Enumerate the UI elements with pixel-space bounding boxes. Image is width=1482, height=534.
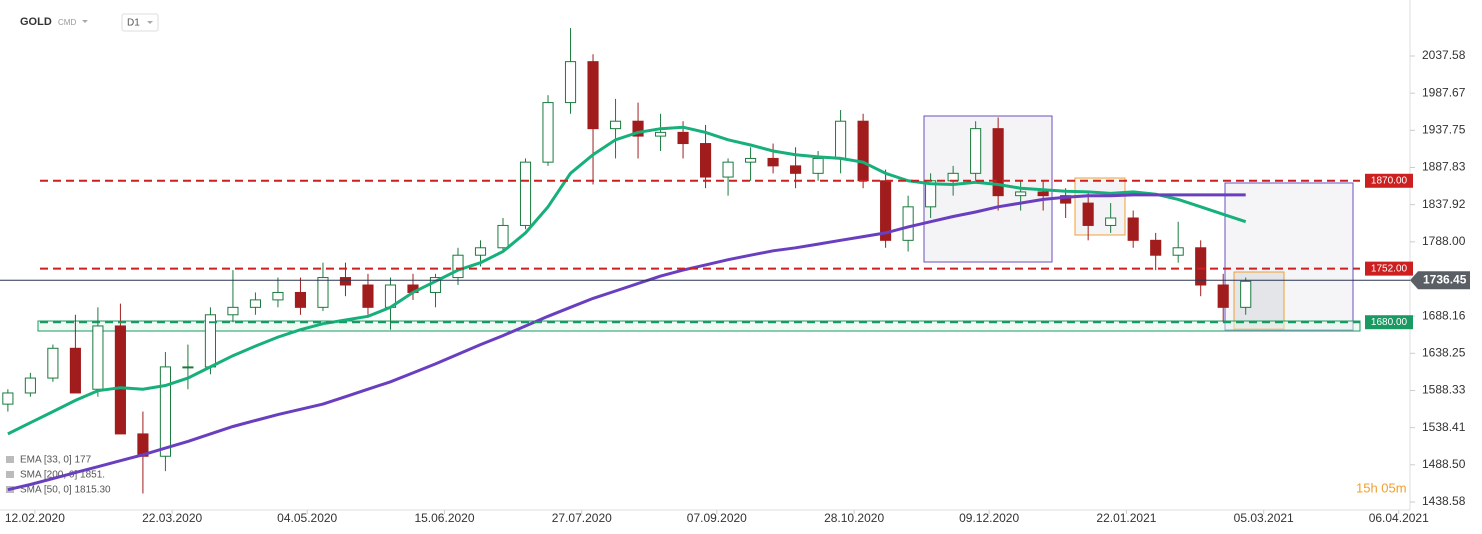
zone-box [37,320,1361,332]
ma-line [7,125,1247,436]
candle-body [2,392,14,405]
y-tick-label: 1488.50 [1422,457,1466,471]
candle-body [835,120,847,159]
candle-body [632,120,644,137]
candle-body [745,157,757,163]
x-tick-label: 09.12.2020 [959,511,1019,525]
x-tick-label: 04.05.2020 [277,511,337,525]
x-tick-label: 28.10.2020 [824,511,884,525]
candle-body [1172,247,1184,256]
candle-body [767,157,779,167]
y-tick-label: 1837.92 [1422,197,1466,211]
candle-body [1082,202,1094,226]
interval-box[interactable] [121,13,159,32]
interval[interactable]: D1 [127,18,140,29]
candle-body [452,254,464,279]
candle-body [677,131,689,145]
candle-body [47,347,59,379]
market[interactable]: CMD [58,18,76,27]
candle-body [249,299,262,308]
candle-body [1150,239,1162,256]
legend-entry[interactable]: EMA [33, 0] 177 [20,455,92,466]
candle-body [497,224,509,249]
candle-body [564,61,577,104]
candle-body [1015,191,1027,197]
legend-icon [6,471,14,478]
level-label-box [1365,261,1413,276]
last-price-label: 1736.45 [1423,272,1467,286]
candle-body [947,172,959,182]
candle-body [519,161,532,226]
level-label: 1752.00 [1371,263,1408,274]
y-tick-label: 1438.58 [1422,494,1466,508]
candle-body [159,366,171,457]
level-label: 1680.00 [1371,317,1408,328]
x-tick-label: 12.02.2020 [5,511,65,525]
candle-body [272,291,284,301]
candle-body [182,366,194,369]
level-label: 1870.00 [1371,175,1408,186]
candle-body [339,277,352,286]
candle-body [699,143,712,178]
x-tick-label: 27.07.2020 [552,511,612,525]
y-tick-label: 1688.16 [1422,308,1466,322]
y-tick-label: 1887.83 [1422,160,1466,174]
y-tick-label: 1638.25 [1422,345,1466,359]
legend-entry[interactable]: SMA [50, 0] 1815.30 [20,485,111,496]
symbol: GOLD [20,16,52,28]
x-tick-label: 15.06.2020 [414,511,474,525]
ma-line [7,193,1246,492]
last-price-box [1410,271,1470,290]
x-tick-label: 22.01.2021 [1096,511,1156,525]
candle-body [474,247,487,256]
candle-body [587,61,599,130]
candle-body [1037,191,1049,197]
candle-body [1127,217,1139,241]
dropdown-arrow[interactable] [82,20,88,23]
candle-body [1105,217,1117,226]
candle-body [902,206,914,241]
candle-body [1217,284,1229,308]
candle-body [69,347,81,394]
candle-body [92,325,104,390]
candle-body [970,128,982,174]
level-label-box [1365,315,1413,330]
candle-body [790,165,802,174]
zone-box [1074,177,1126,236]
candle-body [362,284,374,308]
x-tick-label: 06.04.2021 [1369,511,1429,525]
candle-body [1060,195,1072,204]
candle-body [24,377,36,394]
candle-body [227,306,239,316]
candle-body [654,131,667,137]
x-tick-label: 22.03.2020 [142,511,202,525]
candle-body [317,277,329,308]
legend-icon [6,456,14,463]
dropdown-arrow [147,21,153,24]
candle-body [294,291,307,308]
y-tick-label: 1588.33 [1422,383,1466,397]
y-tick-label: 1788.00 [1422,234,1466,248]
y-tick-label: 1937.75 [1422,123,1466,137]
y-tick-label: 1538.41 [1422,420,1466,434]
candle-body [722,161,734,178]
y-tick-label: 2037.58 [1422,48,1466,62]
candle-body [992,128,1004,197]
candle-body [542,102,554,163]
y-tick-label: 1987.67 [1422,85,1466,99]
x-tick-label: 07.09.2020 [687,511,747,525]
timer: 15h 05m [1356,480,1407,495]
x-tick-label: 05.03.2021 [1234,511,1294,525]
level-label-box [1365,173,1413,188]
candle-body [1195,247,1207,286]
candle-body [1240,280,1252,308]
candle-body [857,120,869,182]
candle-body [812,157,824,174]
candle-body [609,120,622,130]
candle-body [114,325,126,435]
